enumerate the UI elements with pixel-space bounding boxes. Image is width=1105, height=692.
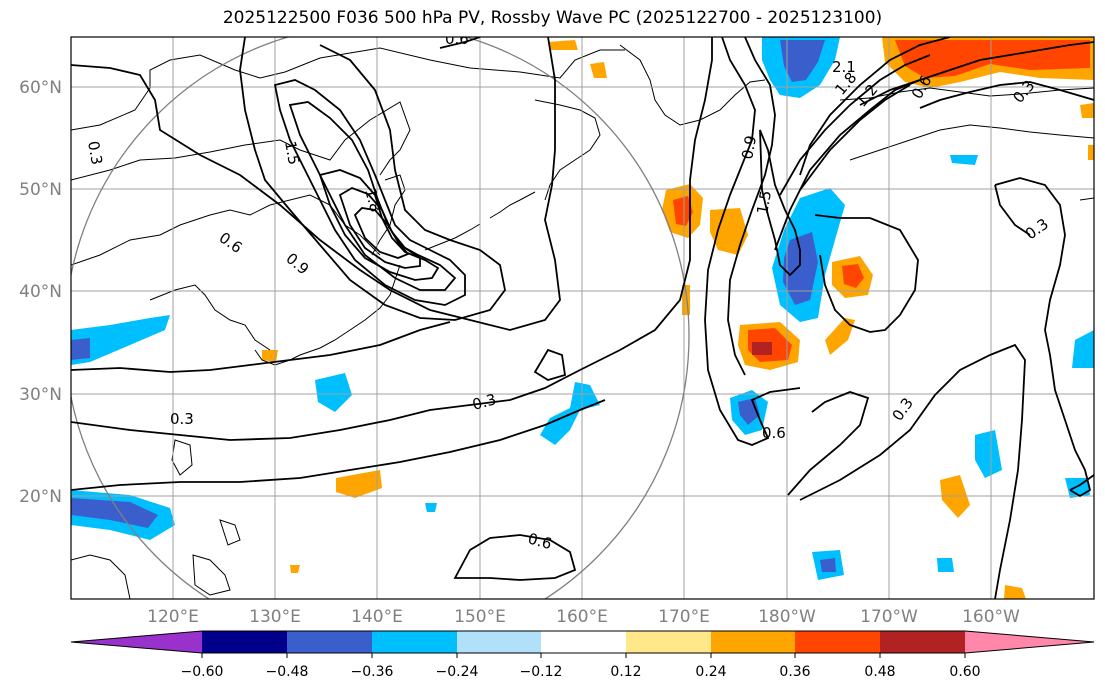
lat-label: 20°N bbox=[19, 487, 62, 507]
contour-label: 1.8 bbox=[361, 186, 385, 214]
colorbar-segment bbox=[711, 631, 795, 653]
colorbar-tick-label: 0.36 bbox=[779, 664, 810, 680]
lon-label: 160°E bbox=[556, 607, 608, 627]
contour-label: 0.6 bbox=[445, 30, 469, 48]
colorbar-segment bbox=[457, 631, 541, 653]
gridlines bbox=[71, 37, 1094, 599]
lon-label: 180°W bbox=[758, 607, 816, 627]
lon-label: 170°W bbox=[860, 607, 918, 627]
contour-label: 1.5 bbox=[753, 189, 775, 216]
colorbar-tick-label: −0.36 bbox=[351, 664, 394, 680]
colorbar-tick-label: 0.24 bbox=[695, 664, 726, 680]
lon-label: 140°E bbox=[351, 607, 403, 627]
colorbar-segment bbox=[541, 631, 626, 653]
contour-label: 0.6 bbox=[762, 424, 786, 442]
coastlines bbox=[71, 44, 1094, 599]
lat-label: 30°N bbox=[19, 385, 62, 405]
lat-label: 40°N bbox=[19, 282, 62, 302]
contour-label: 0.3 bbox=[84, 140, 106, 167]
map-title: 2025122500 F036 500 hPa PV, Rossby Wave … bbox=[222, 8, 883, 28]
lon-label: 130°E bbox=[249, 607, 301, 627]
colorbar: −0.60 −0.48 −0.36 −0.24 −0.12 0.12 0.24 … bbox=[70, 630, 1095, 680]
colorbar-tick-label: −0.24 bbox=[436, 664, 479, 680]
colorbar-tick-label: −0.60 bbox=[181, 664, 224, 680]
lat-label: 50°N bbox=[19, 180, 62, 200]
latitude-labels: 60°N 50°N 40°N 30°N 20°N bbox=[19, 78, 62, 507]
colorbar-tick-label: 0.60 bbox=[949, 664, 980, 680]
contour-labels: 0.6 1.5 1.8 0.6 0.9 0.3 0.3 0.3 0.9 1.5 … bbox=[84, 30, 1052, 553]
colorbar-tick-label: 0.48 bbox=[864, 664, 895, 680]
region-circle bbox=[71, 37, 690, 599]
colorbar-tick-label: −0.48 bbox=[266, 664, 309, 680]
lon-label: 150°E bbox=[454, 607, 506, 627]
colorbar-segment bbox=[626, 631, 711, 653]
lon-label: 160°W bbox=[962, 607, 1020, 627]
contour-label: 2.1 bbox=[832, 58, 856, 76]
lon-label: 170°E bbox=[658, 607, 710, 627]
contour-label: 0.3 bbox=[470, 390, 498, 414]
colorbar-segment bbox=[287, 631, 372, 653]
map-border bbox=[70, 36, 1095, 600]
contour-label: 0.9 bbox=[738, 134, 760, 161]
colorbar-tick-label: −0.12 bbox=[520, 664, 563, 680]
longitude-labels: 120°E 130°E 140°E 150°E 160°E 170°E 180°… bbox=[147, 607, 1020, 627]
lat-label: 60°N bbox=[19, 78, 62, 98]
colorbar-extend-left bbox=[71, 631, 202, 653]
contour-label: 0.3 bbox=[170, 410, 194, 428]
colorbar-segment bbox=[795, 631, 880, 653]
contour-label: 1.5 bbox=[281, 140, 303, 167]
colorbar-segment bbox=[372, 631, 457, 653]
pv-contours bbox=[71, 37, 1094, 599]
lon-label: 120°E bbox=[147, 607, 199, 627]
cold-anomaly-west bbox=[71, 315, 170, 365]
colorbar-tick-label: 0.12 bbox=[610, 664, 641, 680]
colorbar-segment bbox=[202, 631, 287, 653]
contour-label: 0.6 bbox=[526, 529, 554, 553]
colorbar-segment bbox=[880, 631, 965, 653]
colorbar-extend-right bbox=[965, 631, 1094, 653]
